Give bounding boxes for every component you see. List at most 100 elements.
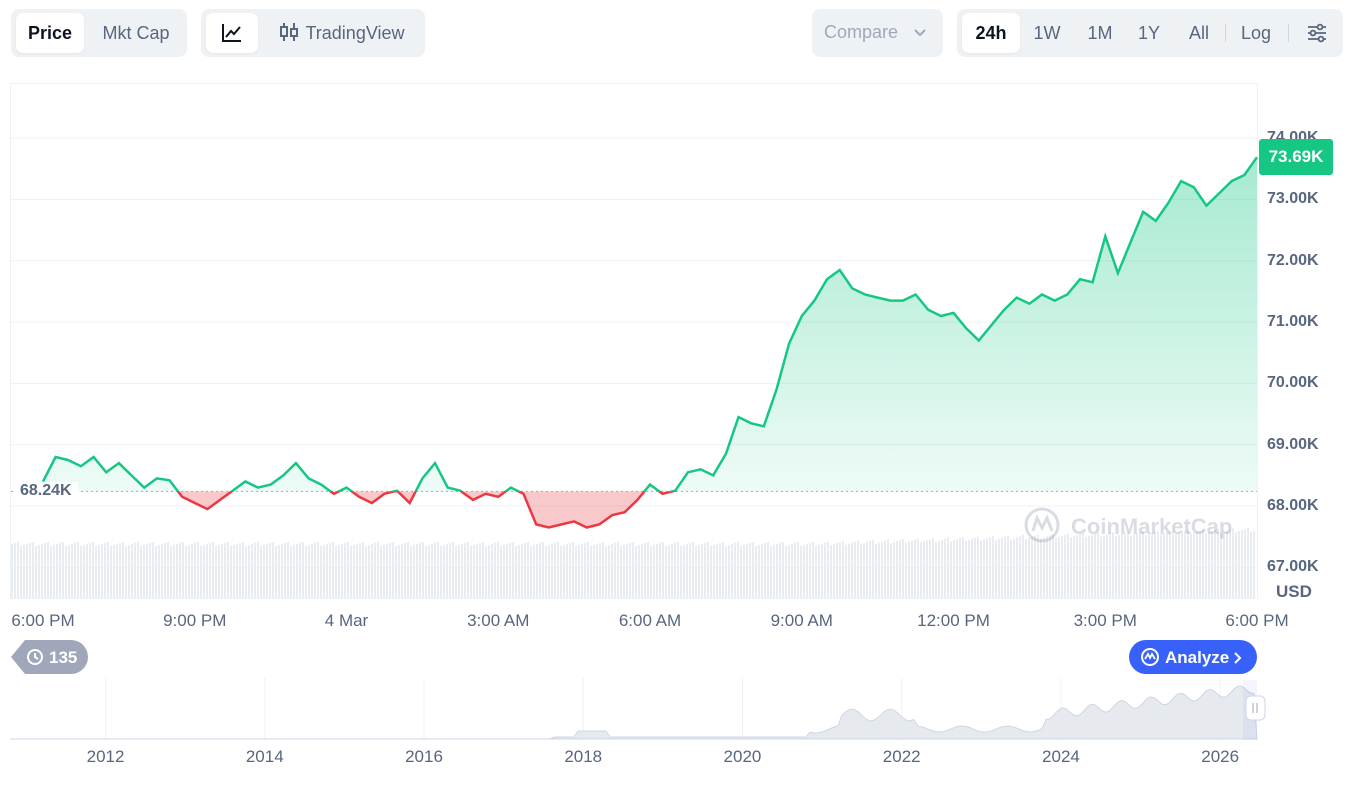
volume-bar <box>350 546 352 598</box>
navigator-year-label: 2026 <box>1201 747 1240 766</box>
volume-bar <box>626 544 628 598</box>
volume-bar <box>755 546 757 598</box>
price-chart[interactable]: CoinMarketCap <box>0 0 1352 610</box>
volume-bar <box>785 546 787 598</box>
volume-bar <box>320 546 322 598</box>
volume-bar <box>341 544 343 598</box>
volume-bar <box>254 543 256 598</box>
volume-bar <box>1160 534 1162 598</box>
range-1m-tab[interactable]: 1M <box>1087 23 1113 43</box>
volume-bar <box>914 539 916 598</box>
line-chart-button[interactable] <box>206 13 258 53</box>
range-1y-tab[interactable]: 1Y <box>1137 23 1161 43</box>
volume-bar <box>1139 532 1141 598</box>
volume-bar <box>497 542 499 598</box>
chevron-right-icon <box>1234 652 1242 664</box>
history-badge[interactable]: 135 <box>11 640 88 674</box>
volume-bar <box>515 546 517 598</box>
toolbar-divider <box>1225 24 1226 42</box>
volume-bar <box>182 542 184 598</box>
volume-bar <box>134 543 136 598</box>
volume-bar <box>1250 531 1252 598</box>
volume-bar <box>1070 537 1072 598</box>
volume-bar <box>1022 535 1024 598</box>
compare-dropdown[interactable]: Compare <box>812 9 943 57</box>
volume-bar <box>389 543 391 598</box>
volume-bar <box>539 543 541 598</box>
coinmarketcap-logo-mark <box>1031 513 1054 532</box>
market-cap-tab[interactable]: Mkt Cap <box>102 23 170 43</box>
volume-bar <box>425 546 427 598</box>
range-1w-tab[interactable]: 1W <box>1033 23 1061 43</box>
volume-bar <box>518 545 520 598</box>
volume-bar <box>695 546 697 598</box>
volume-bar <box>224 543 226 598</box>
volume-bar <box>1109 533 1111 598</box>
volume-bar <box>998 538 1000 598</box>
tradingview-button[interactable]: TradingView <box>265 13 419 53</box>
volume-bar <box>671 544 673 598</box>
volume-bar <box>35 546 37 598</box>
volume-bar <box>1241 530 1243 598</box>
volume-bar <box>404 543 406 598</box>
volume-bar <box>509 543 511 598</box>
volume-bar <box>1064 534 1066 598</box>
volume-bar <box>152 542 154 598</box>
volume-bar <box>104 543 106 598</box>
volume-bar <box>1058 536 1060 598</box>
tradingview-label: TradingView <box>305 23 405 43</box>
volume-bar <box>422 542 424 598</box>
volume-bar <box>188 545 190 598</box>
volume-bar <box>470 546 472 598</box>
volume-bar <box>1124 532 1126 598</box>
volume-bar <box>482 542 484 598</box>
volume-bar <box>455 546 457 598</box>
volume-bar <box>155 546 157 598</box>
x-tick-label: 6:00 PM <box>11 611 75 630</box>
volume-bar <box>791 544 793 598</box>
navigator-handle[interactable] <box>1245 695 1266 721</box>
volume-bar <box>146 544 148 598</box>
volume-bar <box>479 543 481 598</box>
volume-bar <box>911 540 913 598</box>
volume-bar <box>746 544 748 598</box>
volume-bar <box>59 543 61 598</box>
volume-bar <box>707 542 709 598</box>
range-24h-tab[interactable]: 24h <box>962 13 1020 53</box>
volume-bar <box>578 545 580 598</box>
analyze-button[interactable]: Analyze <box>1129 640 1257 674</box>
volume-bar <box>650 546 652 598</box>
volume-bar <box>875 543 877 598</box>
volume-bar <box>1034 535 1036 598</box>
volume-bar <box>314 543 316 598</box>
volume-bar <box>1214 529 1216 598</box>
price-tab[interactable]: Price <box>16 13 84 53</box>
x-tick-label: 6:00 AM <box>618 611 682 630</box>
volume-bar <box>1136 533 1138 598</box>
y-tick-label: 69.00K <box>1267 435 1319 453</box>
volume-bar <box>860 544 862 598</box>
volume-bar <box>926 540 928 598</box>
volume-bar <box>800 546 802 598</box>
navigator-handle-grip[interactable] <box>1245 695 1266 721</box>
volume-bar <box>434 543 436 598</box>
range-all-tab[interactable]: All <box>1188 23 1209 43</box>
navigator-year-label: 2020 <box>723 747 762 766</box>
volume-bar <box>443 545 445 598</box>
volume-bar <box>713 545 715 598</box>
chart-settings-button[interactable] <box>1297 13 1337 53</box>
volume-bar <box>953 540 955 598</box>
log-scale-toggle[interactable]: Log <box>1240 23 1272 43</box>
volume-bar <box>431 544 433 598</box>
range-navigator[interactable] <box>0 676 1352 756</box>
volume-bar <box>740 546 742 598</box>
volume-bar <box>611 544 613 598</box>
volume-bar <box>629 543 631 598</box>
volume-bar <box>848 543 850 598</box>
volume-bar <box>233 545 235 598</box>
volume-bar <box>419 543 421 598</box>
volume-bar <box>1211 531 1213 598</box>
volume-bar <box>1028 537 1030 598</box>
volume-bar <box>461 544 463 598</box>
y-axis-unit: USD <box>1276 582 1312 601</box>
